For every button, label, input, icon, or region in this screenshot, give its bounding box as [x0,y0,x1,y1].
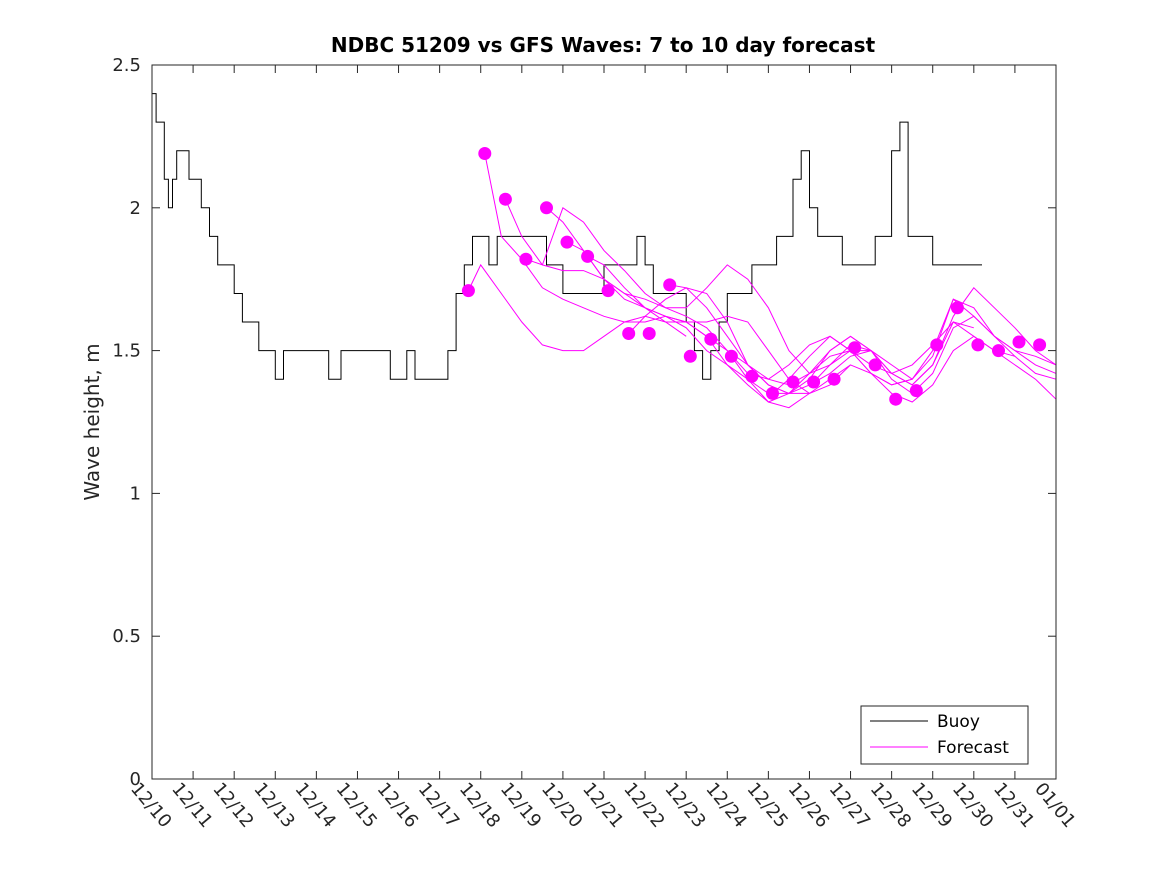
legend-box [860,705,1029,765]
forecast-point [581,249,595,263]
y-tick-label: 0.5 [112,626,141,647]
forecast-run-line-11 [772,298,1057,394]
legend-forecast-label: Forecast [937,738,1009,758]
forecast-point [642,327,656,340]
y-tick-label: 2.5 [112,55,141,76]
forecast-point [1012,335,1026,349]
forecast-point [786,375,800,389]
y-tick-label: 2 [130,198,141,219]
forecast-point [807,375,821,389]
forecast-point [766,386,779,400]
y-tick-label: 1.5 [112,341,141,362]
forecast-point [868,358,882,372]
forecast-point [622,327,636,340]
chart-title: NDBC 51209 vs GFS Waves: 7 to 10 day for… [331,33,876,57]
y-axis-label: Wave height, m [80,343,104,500]
legend-buoy-label: Buoy [937,712,980,732]
forecast-point [461,284,475,298]
forecast-point [663,278,677,292]
forecast-point [950,301,964,315]
forecast-point [560,235,574,249]
forecast-run-line-1 [467,263,687,352]
legend: Buoy Forecast [860,705,1029,765]
forecast-point [930,338,944,352]
y-tick-label: 1 [130,483,141,504]
forecast-point [848,341,862,355]
forecast-point [1033,338,1047,352]
buoy-series-line [152,93,982,380]
forecast-point [478,147,492,160]
forecast-point [601,284,615,298]
forecast-point [724,349,738,363]
forecast-run-line-9 [669,284,1057,395]
forecast-point [971,338,985,352]
forecast-point [540,201,553,215]
forecast-point [992,344,1005,358]
forecast-point [683,349,697,363]
forecast-point [498,192,512,206]
plot-area [152,93,1057,409]
y-tick-label: 0 [130,769,141,790]
forecast-point [909,384,923,398]
forecast-point [889,392,903,406]
forecast-point [827,372,841,386]
forecast-point [704,332,718,346]
forecast-point [745,369,759,383]
forecast-point [519,252,533,266]
